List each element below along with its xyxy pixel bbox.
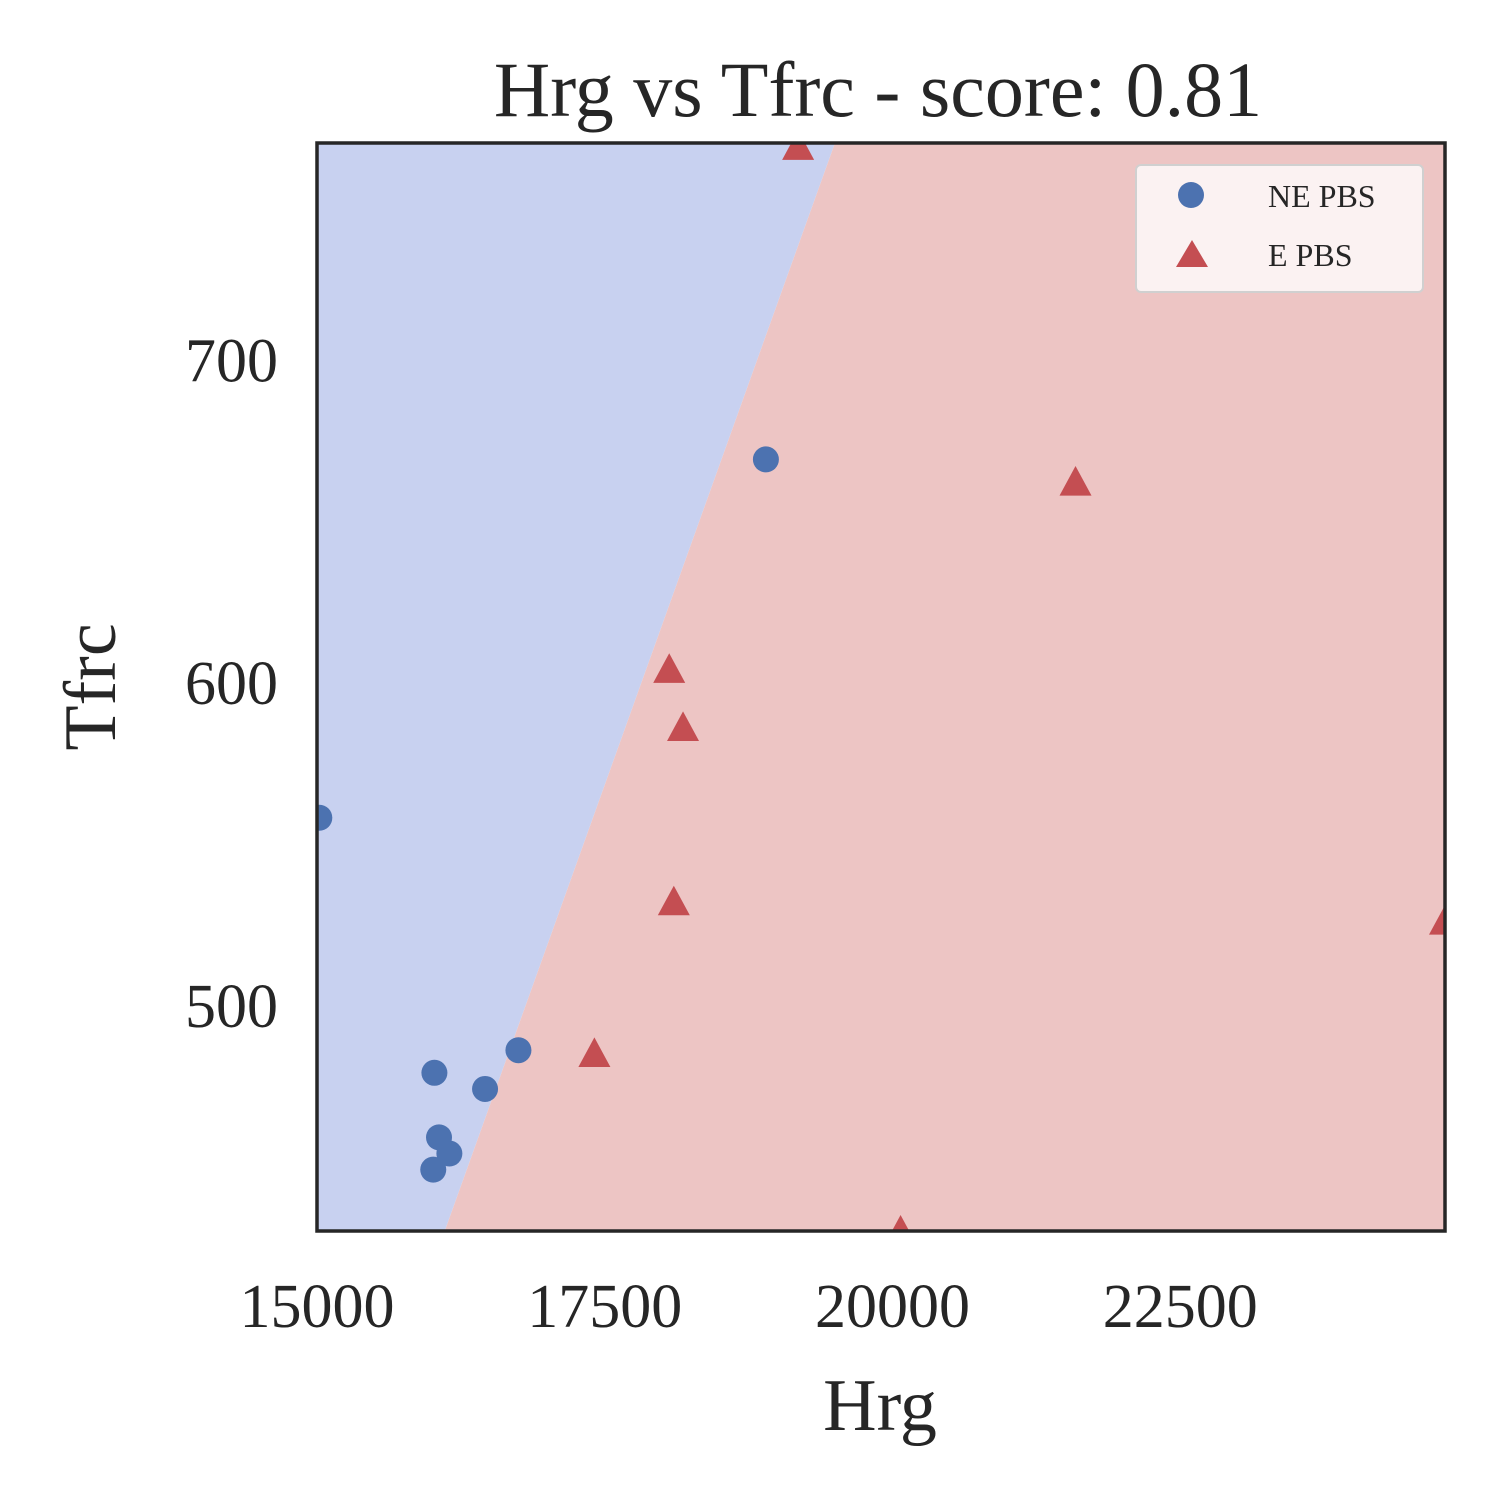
y-tick-label: 500 — [185, 973, 278, 1041]
ne-pbs-point-6 — [505, 1037, 532, 1064]
x-tick-label: 22500 — [1103, 1273, 1258, 1341]
e-pbs-point-4 — [657, 885, 690, 916]
legend-label-e-pbs: E PBS — [1268, 237, 1352, 273]
x-axis-ticks: 15000 17500 20000 22500 — [240, 1273, 1258, 1341]
ne-pbs-point-3 — [436, 1140, 463, 1167]
plot-frame — [315, 141, 1447, 1233]
e-pbs-point-1 — [1059, 465, 1092, 496]
x-axis-label: Hrg — [823, 1365, 937, 1447]
ne-pbs-point-0 — [317, 804, 333, 831]
legend-marker-ne-pbs — [1178, 182, 1204, 208]
decision-region-e-pbs — [444, 143, 1445, 1231]
ne-pbs-point-5 — [472, 1075, 499, 1102]
ne-pbs-point-4 — [420, 1156, 447, 1183]
e-pbs-point-2 — [653, 653, 686, 683]
x-tick-label: 17500 — [527, 1273, 682, 1341]
y-tick-label: 700 — [185, 327, 278, 395]
x-tick-label: 20000 — [815, 1273, 970, 1341]
decision-region-ne-pbs — [317, 143, 835, 1231]
ne-pbs-point-1 — [421, 1059, 448, 1086]
legend: NE PBS E PBS — [1135, 164, 1424, 293]
ne-pbs-point-7 — [752, 446, 779, 473]
e-pbs-point-3 — [667, 711, 700, 741]
e-pbs-point-7 — [1429, 905, 1445, 935]
legend-marker-e-pbs — [1176, 240, 1208, 267]
e-pbs-point-6 — [891, 1215, 910, 1231]
data-points — [317, 143, 1445, 1231]
legend-label-ne-pbs: NE PBS — [1268, 178, 1376, 214]
y-axis-ticks: 500 600 700 — [185, 327, 278, 1041]
y-tick-label: 600 — [185, 650, 278, 718]
e-pbs-point-0 — [782, 143, 815, 160]
y-axis-label: Tfrc — [50, 623, 132, 750]
chart-title: Hrg vs Tfrc - score: 0.81 — [494, 46, 1262, 133]
plot-area — [317, 143, 1445, 1231]
legend-box — [1135, 164, 1424, 293]
e-pbs-point-5 — [578, 1037, 611, 1068]
x-tick-label: 15000 — [240, 1273, 395, 1341]
